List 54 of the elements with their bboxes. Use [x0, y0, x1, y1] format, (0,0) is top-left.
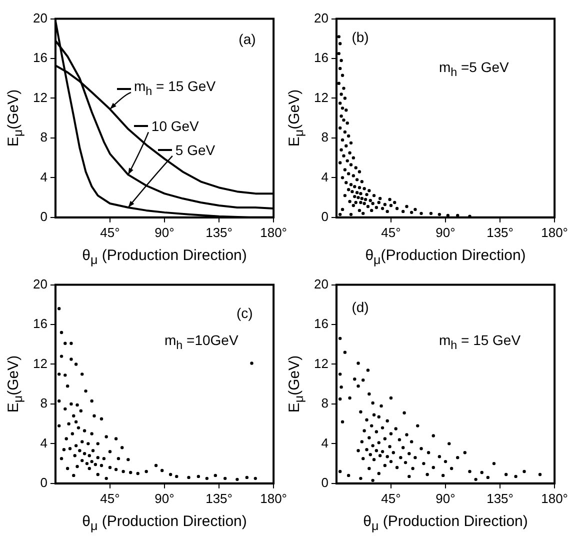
- x-tick-label: 45°: [100, 224, 120, 240]
- x-tick-label: 90°: [154, 490, 174, 506]
- y-tick-label: 4: [40, 169, 48, 184]
- x-axis-title: θ$_{μ}$ (Production Direction): [82, 247, 247, 268]
- y-tick-label: 8: [321, 396, 328, 411]
- x-tick-label: 180°: [260, 224, 287, 240]
- x-axis-title: θ$_{μ}$(Production Direction): [365, 247, 526, 268]
- x-tick-label: 135°: [486, 224, 514, 240]
- legend-label: m$_{h}$ = 15 GeV: [134, 78, 216, 100]
- y-tick-label: 20: [32, 276, 48, 292]
- x-tick-label: 90°: [154, 224, 174, 240]
- y-tick-label: 16: [314, 316, 328, 332]
- annotation: (a): [238, 30, 256, 47]
- y-tick-label: 20: [314, 276, 328, 292]
- x-tick-label: 90°: [436, 224, 456, 240]
- x-tick-label: 135°: [486, 490, 514, 506]
- y-tick-label: 0: [40, 208, 48, 224]
- y-tick-label: 16: [314, 50, 328, 66]
- y-tick-label: 0: [321, 474, 328, 490]
- y-tick-label: 4: [321, 169, 328, 184]
- y-tick-label: 8: [40, 130, 48, 145]
- y-tick-label: 4: [321, 435, 328, 450]
- legend-label: 5 GeV: [175, 142, 216, 158]
- y-tick-label: 20: [314, 10, 328, 26]
- x-tick-label: 45°: [381, 490, 401, 506]
- annotation: m$_{h}$ =5 GeV: [438, 58, 509, 80]
- x-tick-label: 45°: [381, 224, 401, 240]
- annotation: (c): [236, 304, 253, 321]
- annotation: m$_{h}$ = 15 GeV: [438, 332, 521, 354]
- y-tick-label: 12: [32, 90, 48, 105]
- annotation: (b): [352, 28, 369, 45]
- x-tick-label: 135°: [206, 224, 232, 240]
- x-tick-label: 90°: [436, 490, 456, 506]
- y-tick-label: 0: [321, 208, 328, 224]
- y-tick-label: 12: [32, 356, 48, 371]
- annotation: m$_{h}$ =10GeV: [164, 332, 238, 354]
- x-tick-label: 180°: [541, 490, 568, 506]
- x-axis-title: θ$_{μ}$ (Production Direction): [363, 513, 528, 534]
- x-tick-label: 135°: [206, 490, 232, 506]
- legend-label: 10 GeV: [151, 118, 199, 134]
- y-tick-label: 0: [40, 474, 48, 490]
- y-tick-label: 8: [321, 130, 328, 145]
- y-tick-label: 20: [32, 10, 48, 26]
- x-axis-title: θ$_{μ}$ (Production Direction): [82, 513, 247, 534]
- y-tick-label: 12: [314, 90, 328, 105]
- x-tick-label: 180°: [541, 224, 568, 240]
- y-tick-label: 4: [40, 435, 48, 450]
- y-tick-label: 16: [32, 316, 48, 332]
- x-tick-label: 45°: [100, 490, 120, 506]
- annotation: (d): [352, 298, 369, 315]
- y-tick-label: 16: [32, 50, 48, 66]
- x-tick-label: 180°: [260, 490, 287, 506]
- y-tick-label: 8: [40, 396, 48, 411]
- y-tick-label: 12: [314, 356, 328, 371]
